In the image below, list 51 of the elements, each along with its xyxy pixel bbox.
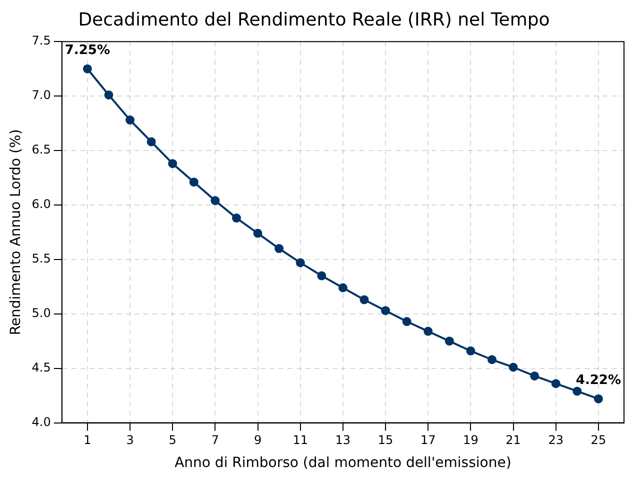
point xyxy=(168,159,178,168)
point xyxy=(189,178,198,187)
point xyxy=(146,137,156,146)
point xyxy=(424,326,433,336)
x-tick-label: 19 xyxy=(463,433,478,448)
point xyxy=(338,283,348,292)
point xyxy=(82,64,92,74)
point xyxy=(232,214,241,223)
point xyxy=(296,258,305,268)
point xyxy=(360,295,369,304)
point xyxy=(402,317,412,326)
point xyxy=(444,336,454,346)
point xyxy=(551,379,560,388)
y-tick-label: 5.0 xyxy=(32,306,51,320)
x-tick-label: 5 xyxy=(168,433,176,448)
x-tick-label: 15 xyxy=(378,433,394,448)
y-axis-title: Rendimento Annuo Lordo (%) xyxy=(8,129,24,336)
y-tick-label: 7.0 xyxy=(32,88,51,102)
y-tick-label: 5.5 xyxy=(32,252,51,266)
x-axis-title: Anno di Rimborso (dal momento dell'emissione) xyxy=(174,455,512,472)
point xyxy=(210,196,220,206)
point xyxy=(381,306,390,316)
point xyxy=(104,90,114,100)
x-tick-label: 9 xyxy=(254,433,262,448)
x-tick-label: 1 xyxy=(84,433,92,448)
annotation: 7.25% xyxy=(64,43,110,58)
point xyxy=(572,386,582,396)
y-tick-label: 4.5 xyxy=(32,360,51,374)
chart-title: Decadimento del Rendimento Reale (IRR) nel Tempo xyxy=(78,9,550,30)
point xyxy=(274,244,284,254)
point xyxy=(126,116,135,125)
point xyxy=(317,271,326,280)
point xyxy=(530,371,540,380)
x-tick-label: 21 xyxy=(506,433,521,448)
y-tick-label: 7.5 xyxy=(32,34,51,48)
x-tick-label: 23 xyxy=(548,433,564,448)
x-tick-label: 13 xyxy=(335,433,351,448)
annotation: 4.22% xyxy=(576,373,622,388)
x-tick-label: 17 xyxy=(420,433,436,448)
point xyxy=(253,228,262,238)
point xyxy=(508,362,518,372)
x-tick-label: 7 xyxy=(211,433,220,448)
point xyxy=(466,346,476,356)
x-tick-label: 25 xyxy=(590,433,606,448)
x-tick-label: 3 xyxy=(126,433,134,448)
y-tick-label: 6.0 xyxy=(32,197,51,212)
y-tick-label: 6.5 xyxy=(32,142,51,157)
point xyxy=(594,394,603,404)
y-tick-label: 4.0 xyxy=(32,414,51,429)
point xyxy=(487,355,496,364)
x-tick-label: 11 xyxy=(292,433,308,448)
